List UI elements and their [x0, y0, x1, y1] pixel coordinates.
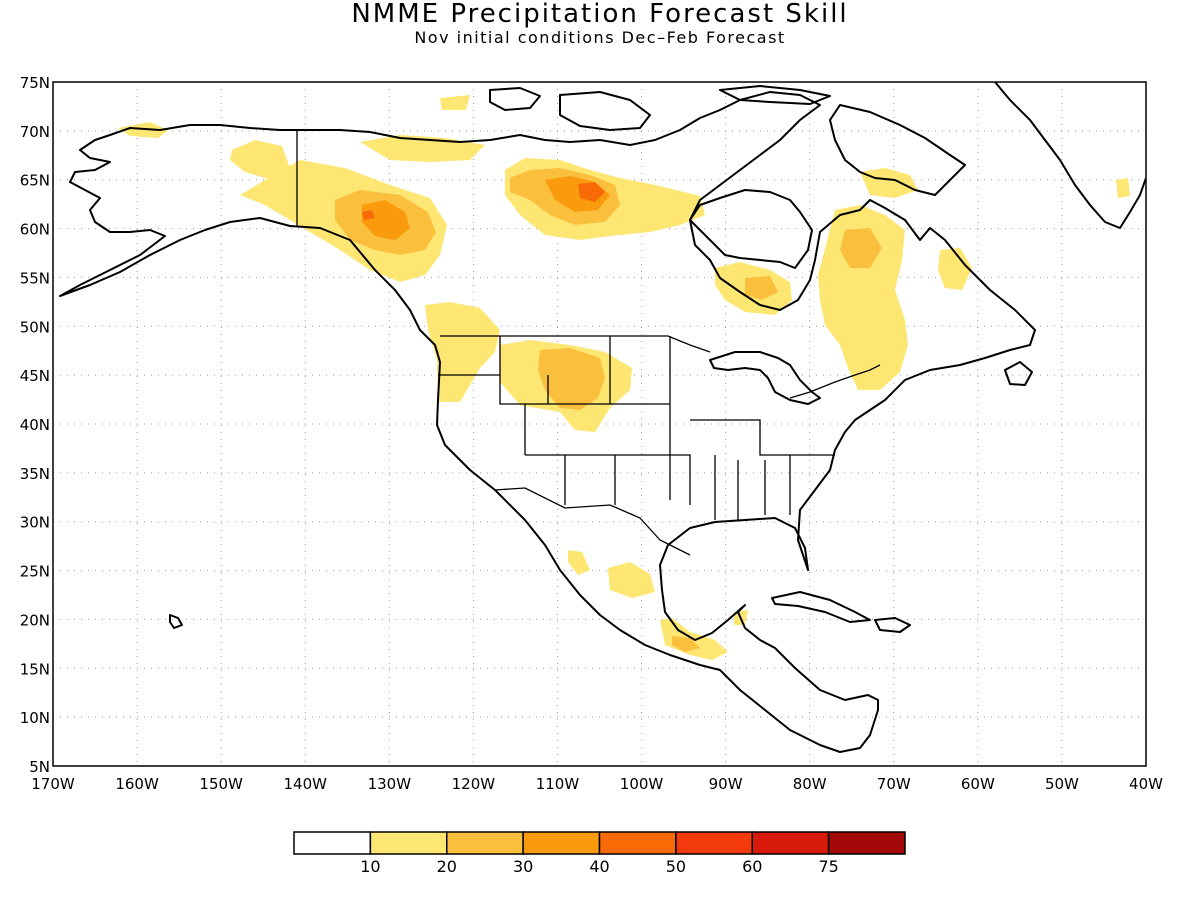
colorbar-swatch — [522, 831, 601, 855]
latitude-tick-label: 65N — [20, 172, 50, 190]
shade-labrador-10 — [938, 248, 972, 290]
shade-quebec-20 — [840, 228, 882, 268]
colorbar-label: 10 — [360, 857, 380, 876]
coastline-baffin — [829, 104, 966, 196]
longitude-tick-label: 150W — [199, 775, 243, 793]
border-us-mexico — [494, 487, 691, 556]
colorbar-swatch — [293, 831, 372, 855]
shade-baja-10 — [568, 550, 590, 575]
shade-kivalliq-40 — [578, 182, 605, 202]
coastline-north-america — [59, 91, 1036, 753]
latitude-labels: 75N 70N 65N 60N 55N 50N 45N 40N 35N 30N 25N 20N 15N 1… — [20, 74, 50, 776]
coastline-hawaii — [169, 614, 183, 629]
longitude-tick-label: 140W — [283, 775, 327, 793]
shade-alaska-sw-10 — [118, 122, 168, 138]
colorbar-swatch — [598, 831, 677, 855]
longitude-tick-label: 120W — [452, 775, 496, 793]
latitude-tick-label: 70N — [20, 123, 50, 141]
shade-yukon-40 — [362, 210, 375, 220]
shade-greenland-10 — [1116, 178, 1130, 198]
coastline-banks-island — [489, 87, 541, 111]
shade-pnw-10 — [425, 302, 500, 402]
skill-shading — [118, 95, 1130, 660]
colorbar-label: 20 — [437, 857, 457, 876]
map-title: NMME Precipitation Forecast Skill — [351, 0, 849, 29]
colorbar: 10 20 30 40 50 60 75 — [293, 831, 906, 876]
colorbar-swatch — [751, 831, 830, 855]
colorbar-swatch — [446, 831, 524, 855]
latitude-tick-label: 15N — [20, 660, 50, 678]
latitude-tick-label: 25N — [20, 563, 50, 581]
longitude-tick-label: 70W — [877, 775, 911, 793]
coastline-ellesmere — [719, 85, 831, 105]
colorbar-label: 50 — [666, 857, 686, 876]
latitude-tick-label: 30N — [20, 514, 50, 532]
colorbar-label: 75 — [818, 857, 838, 876]
coastline-newfoundland — [1004, 361, 1033, 386]
shade-rockies-20 — [538, 348, 605, 410]
map-frame — [52, 81, 1147, 767]
longitude-tick-label: 100W — [620, 775, 664, 793]
longitude-tick-label: 50W — [1045, 775, 1079, 793]
colorbar-swatch — [369, 831, 448, 855]
latitude-tick-label: 35N — [20, 465, 50, 483]
latitude-tick-label: 50N — [20, 318, 50, 336]
us-state-lines — [438, 336, 835, 520]
longitude-tick-label: 90W — [709, 775, 743, 793]
latitude-tick-label: 60N — [20, 221, 50, 239]
shade-mexico-10 — [608, 562, 655, 598]
colorbar-label: 30 — [513, 857, 533, 876]
shade-ontario-20 — [745, 276, 778, 300]
longitude-labels: 170W 160W 150W 140W 130W 120W 110W 100W 90W 80W 70… — [31, 775, 1163, 793]
shade-baffin-10 — [860, 168, 918, 198]
latitude-tick-label: 45N — [20, 367, 50, 385]
longitude-tick-label: 60W — [961, 775, 995, 793]
shade-southmex-20 — [672, 636, 700, 652]
colorbar-swatch — [675, 831, 753, 855]
latitude-tick-label: 10N — [20, 709, 50, 727]
coastline-great-lakes — [709, 351, 821, 405]
colorbar-label: 60 — [742, 857, 762, 876]
political-boundaries — [296, 130, 881, 556]
shade-yukon-bc-30 — [362, 200, 410, 240]
map-subtitle: Nov initial conditions Dec–Feb Forecast — [414, 28, 786, 47]
shade-quebec-10 — [818, 205, 908, 390]
longitude-tick-label: 130W — [368, 775, 412, 793]
colorbar-label: 40 — [589, 857, 609, 876]
coastline-cuba — [771, 591, 871, 623]
longitude-tick-label: 40W — [1129, 775, 1163, 793]
shade-arctic-10 — [440, 95, 470, 110]
coastline-greenland — [994, 82, 1146, 229]
longitude-tick-label: 80W — [793, 775, 827, 793]
latitude-tick-label: 55N — [20, 269, 50, 287]
latitude-tick-label: 20N — [20, 611, 50, 629]
coastlines — [59, 82, 1146, 753]
longitude-tick-label: 170W — [31, 775, 75, 793]
longitude-tick-label: 160W — [115, 775, 159, 793]
latitude-tick-label: 40N — [20, 416, 50, 434]
coastline-victoria-island — [559, 91, 651, 131]
longitude-tick-label: 110W — [536, 775, 580, 793]
shade-alaska-10 — [230, 140, 290, 180]
colorbar-swatch — [827, 831, 906, 855]
latitude-tick-label: 5N — [29, 758, 50, 776]
latitude-tick-label: 75N — [20, 74, 50, 92]
coastline-hudson-bay — [689, 189, 813, 269]
coastline-hispaniola — [874, 617, 911, 633]
